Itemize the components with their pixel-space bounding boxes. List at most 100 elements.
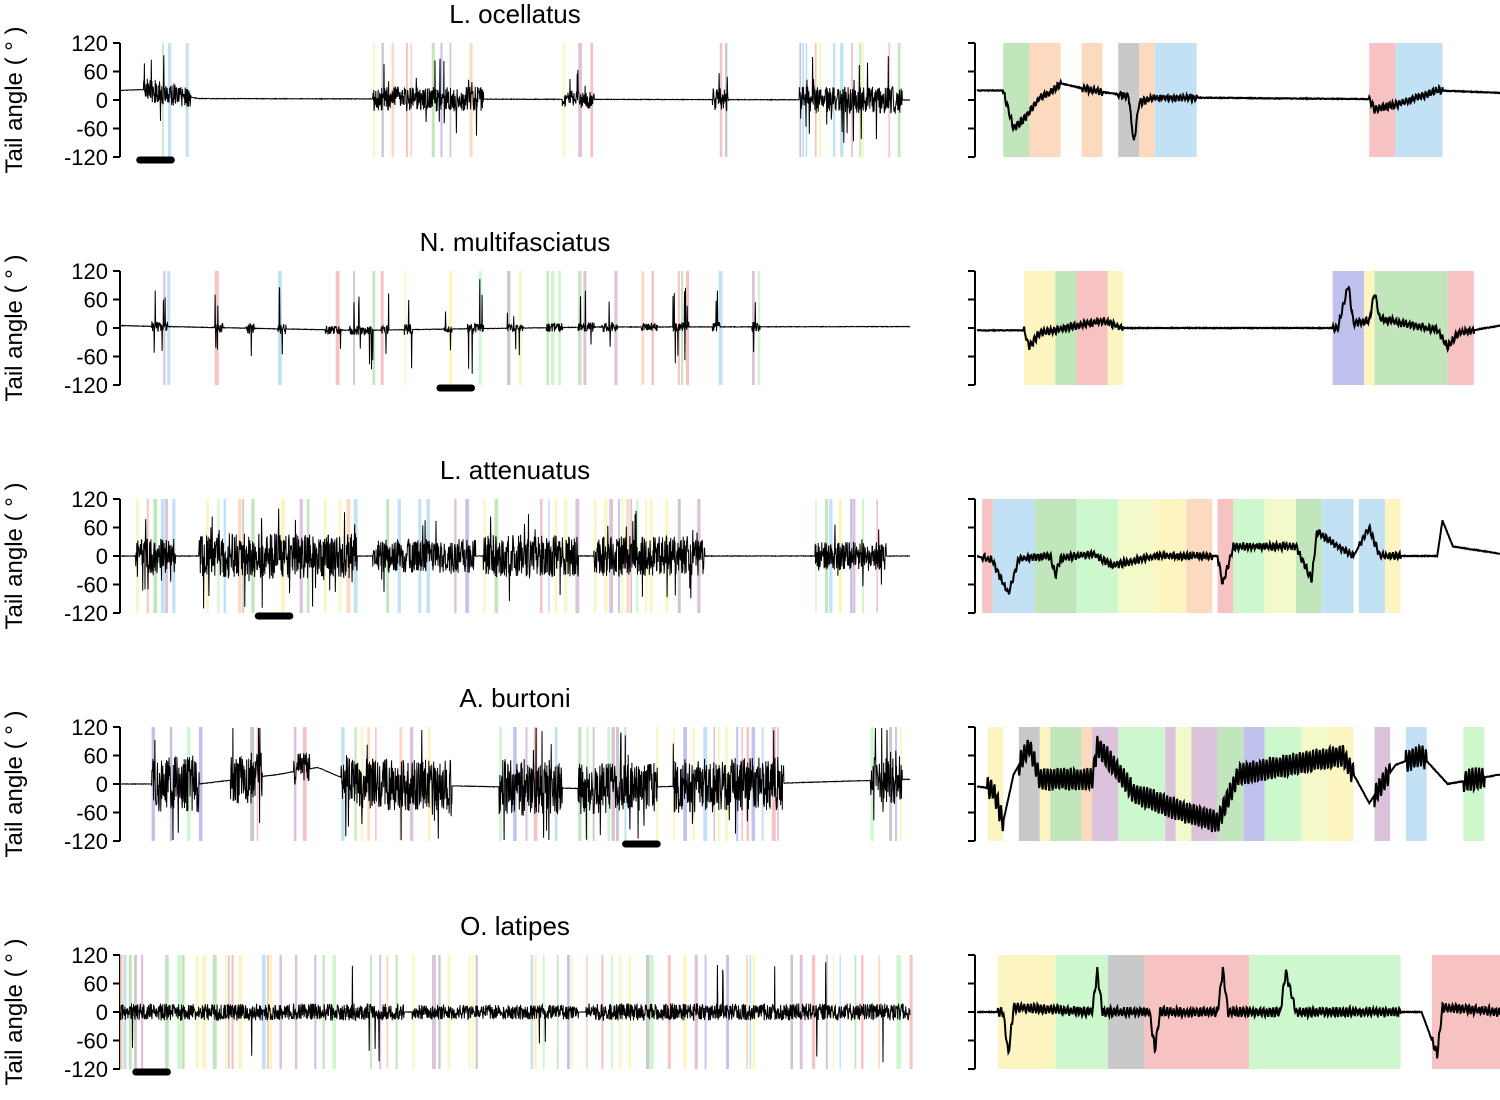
y-axis-label: Tail angle ( ° )	[1, 255, 28, 402]
bout-strip	[302, 727, 307, 841]
zoom-y-axis	[968, 498, 976, 614]
bout-strip	[554, 727, 558, 841]
bout-segment	[1364, 271, 1375, 385]
bout-strip	[465, 499, 469, 613]
bout-segment	[1233, 499, 1265, 613]
bout-segment	[1327, 727, 1354, 841]
bout-strip	[468, 955, 471, 1069]
bout-segment	[1029, 43, 1061, 157]
bout-strip	[181, 955, 185, 1069]
bout-segment	[1165, 727, 1176, 841]
y-tick-label: 120	[71, 31, 108, 56]
y-axis-label: Tail angle ( ° )	[1, 483, 28, 630]
bout-strip	[611, 955, 613, 1069]
bout-strip	[533, 955, 537, 1069]
bout-strip	[431, 43, 435, 157]
y-axis-label: Tail angle ( ° )	[1, 27, 28, 174]
bout-segment	[1322, 499, 1354, 613]
y-tick-label: 60	[84, 972, 108, 997]
y-tick-label: 120	[71, 259, 108, 284]
y-tick-label: -60	[76, 801, 108, 826]
panel-title: A. burtoni	[459, 683, 570, 713]
y-tick-label: -120	[64, 601, 108, 626]
y-tick-label: 0	[96, 88, 108, 113]
bout-strip	[187, 727, 191, 841]
zoom-y-axis	[968, 270, 976, 386]
bout-segment	[1369, 43, 1396, 157]
bout-strip	[895, 727, 897, 841]
zoom-trace	[976, 966, 1500, 1059]
overview-trace	[119, 727, 911, 841]
bout-strip	[332, 955, 337, 1069]
bout-strip	[238, 499, 242, 613]
bout-segment	[982, 499, 993, 613]
y-tick-label: -120	[64, 829, 108, 854]
zoom-trace	[977, 735, 1500, 833]
zoom-trace	[976, 285, 1500, 354]
y-tick-label: 0	[96, 316, 108, 341]
bout-segment	[1243, 727, 1265, 841]
bout-strip	[615, 727, 619, 841]
y-axis-label: Tail angle ( ° )	[1, 711, 28, 858]
bout-strip	[724, 727, 729, 841]
overview-bout-strips	[151, 727, 902, 841]
bout-strip	[685, 271, 690, 385]
bout-strip	[557, 955, 559, 1069]
bout-segment	[1405, 727, 1427, 841]
bout-strip	[718, 271, 723, 385]
overview-trace	[119, 508, 910, 609]
panel-title: N. multifasciatus	[420, 227, 611, 257]
bout-segment	[1076, 271, 1108, 385]
panel-title: L. attenuatus	[440, 455, 590, 485]
bout-strip	[692, 727, 695, 841]
bout-segment	[1003, 43, 1030, 157]
bout-strip	[746, 955, 749, 1069]
y-tick-label: 120	[71, 943, 108, 968]
bout-strip	[592, 727, 595, 841]
y-tick-label: -120	[64, 1057, 108, 1082]
y-tick-label: -120	[64, 145, 108, 170]
y-tick-label: 120	[71, 487, 108, 512]
y-tick-label: 60	[84, 288, 108, 313]
bout-segment	[1081, 43, 1103, 157]
panel-title: O. latipes	[460, 911, 570, 941]
bout-strip	[726, 955, 729, 1069]
bout-strip	[256, 727, 259, 841]
y-tick-label: -60	[76, 117, 108, 142]
bout-strip	[335, 271, 340, 385]
y-tick-label: 120	[71, 715, 108, 740]
bout-strip	[799, 955, 803, 1069]
zoom-trace	[976, 78, 1500, 141]
y-axis: 120 60 0 -60 -120	[64, 487, 121, 626]
y-axis: 120 60 0 -60 -120	[64, 715, 121, 854]
bout-strip	[811, 955, 816, 1069]
y-tick-label: 60	[84, 60, 108, 85]
y-axis: 120 60 0 -60 -120	[64, 259, 121, 398]
overview-trace	[119, 55, 910, 143]
y-tick-label: 0	[96, 772, 108, 797]
y-tick-label: -120	[64, 373, 108, 398]
bout-strip	[909, 955, 913, 1069]
bout-strip	[169, 727, 173, 841]
y-tick-label: 60	[84, 744, 108, 769]
y-axis: 120 60 0 -60 -120	[64, 943, 121, 1082]
y-axis-label: Tail angle ( ° )	[1, 939, 28, 1086]
overview-trace	[119, 962, 911, 1063]
bout-strip	[438, 955, 441, 1069]
zoom-y-axis	[968, 954, 976, 1070]
zoom-y-axis	[968, 726, 976, 842]
zoom-bout-segments	[1003, 43, 1443, 157]
y-tick-label: -60	[76, 345, 108, 370]
y-tick-label: 60	[84, 516, 108, 541]
bout-strip	[224, 955, 228, 1069]
overview-trace	[119, 279, 911, 374]
bout-segment	[1264, 727, 1302, 841]
bout-segment	[1301, 727, 1328, 841]
bout-strip	[818, 43, 822, 157]
panel-title: L. ocellatus	[449, 0, 581, 29]
y-tick-label: 0	[96, 544, 108, 569]
bout-strip	[426, 499, 430, 613]
bout-strip	[168, 43, 172, 157]
bout-strip	[761, 727, 764, 841]
